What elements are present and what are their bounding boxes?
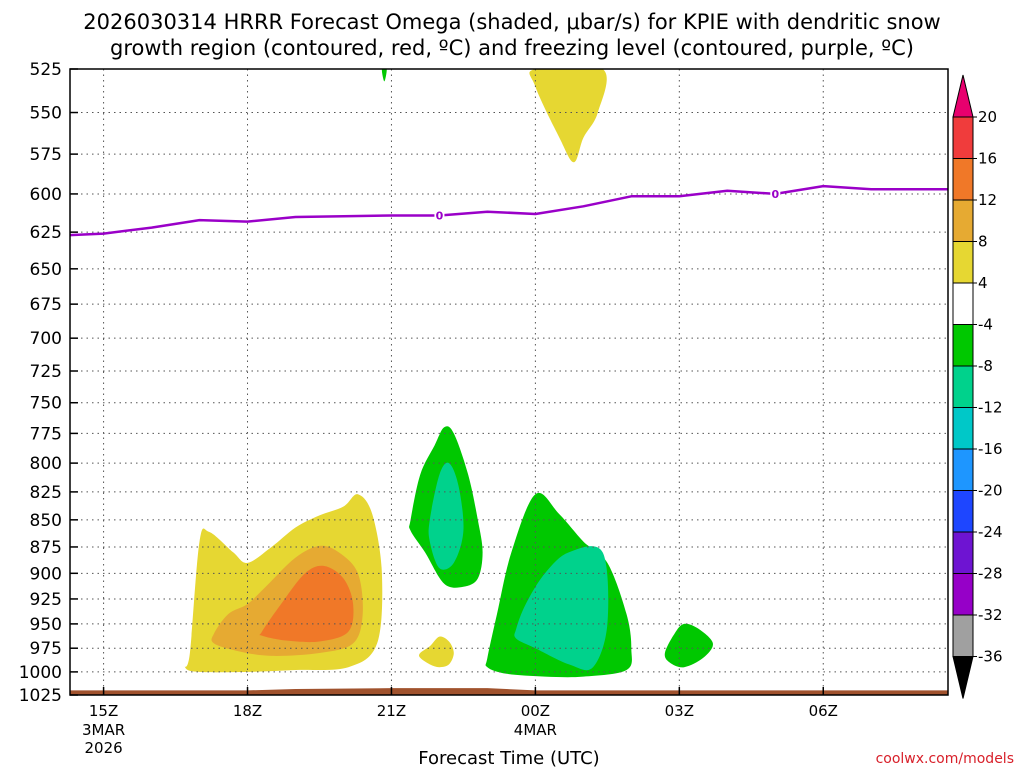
x-tick-label: 15Z bbox=[89, 702, 118, 720]
colorbar-label: 4 bbox=[978, 274, 988, 292]
colorbar-label: 12 bbox=[978, 191, 997, 209]
x-tick-label: 06Z bbox=[809, 702, 838, 720]
freezing-level-contour: 00 bbox=[69, 184, 948, 237]
colorbar-swatch bbox=[952, 116, 974, 159]
colorbar-label: -28 bbox=[978, 565, 1003, 583]
colorbar-swatch bbox=[952, 282, 974, 325]
colorbar-swatch bbox=[952, 407, 974, 450]
y-tick-label: 1000 bbox=[19, 663, 62, 683]
colorbar-label: -20 bbox=[978, 482, 1003, 500]
y-tick-label: 700 bbox=[30, 329, 62, 349]
x-tick-label: 00Z bbox=[521, 702, 550, 720]
plot-frame bbox=[69, 68, 949, 696]
colorbar-label: -8 bbox=[978, 357, 993, 375]
x-tick-label: 03Z bbox=[665, 702, 694, 720]
omega-region-downward-8-teal-center bbox=[514, 546, 609, 671]
y-tick-label: 1025 bbox=[19, 686, 62, 706]
omega-region-surface bbox=[70, 688, 948, 695]
colorbar-swatch bbox=[952, 365, 974, 408]
colorbar-swatch bbox=[952, 199, 974, 242]
y-tick-label: 575 bbox=[30, 145, 62, 165]
colorbar-swatch bbox=[952, 448, 974, 491]
y-tick-label: 800 bbox=[30, 454, 62, 474]
omega-region-upward-12-orange bbox=[259, 565, 354, 643]
freezing-level-line bbox=[69, 184, 948, 237]
x-tick-label: 21Z bbox=[377, 702, 406, 720]
y-tick-label: 600 bbox=[30, 185, 62, 205]
y-tick-label: 550 bbox=[30, 104, 62, 124]
x-tick-date-label: 2026 bbox=[84, 739, 122, 757]
y-tick-label: 900 bbox=[30, 564, 62, 584]
x-tick-date-label: 4MAR bbox=[514, 721, 557, 739]
freezing-level-label: 0 bbox=[771, 188, 779, 201]
y-tick-label: 750 bbox=[30, 394, 62, 414]
omega-region-upward-4-yellow-small bbox=[419, 636, 454, 668]
y-tick-label: 950 bbox=[30, 615, 62, 635]
colorbar-swatch bbox=[952, 531, 974, 574]
chart-title-line-1: 2026030314 HRRR Forecast Omega (shaded, … bbox=[83, 10, 940, 34]
y-tick-label: 975 bbox=[30, 639, 62, 659]
y-tick-label: 650 bbox=[30, 260, 62, 280]
x-axis-label: Forecast Time (UTC) bbox=[418, 748, 599, 768]
omega-region-downward-8-teal-left bbox=[428, 462, 464, 570]
colorbar-label: -4 bbox=[978, 316, 993, 334]
colorbar-swatch bbox=[952, 490, 974, 533]
colorbar-bottom-arrow bbox=[952, 656, 974, 699]
y-tick-label: 725 bbox=[30, 362, 62, 382]
omega-shaded-regions bbox=[70, 69, 948, 695]
colorbar-swatch bbox=[952, 573, 974, 616]
x-tick-date-label: 3MAR bbox=[82, 721, 125, 739]
colorbar-label: -12 bbox=[978, 399, 1003, 417]
colorbar-label: -24 bbox=[978, 523, 1003, 541]
y-tick-label: 775 bbox=[30, 424, 62, 444]
y-tick-label: 850 bbox=[30, 511, 62, 531]
colorbar-label: -16 bbox=[978, 440, 1003, 458]
colorbar-label: 8 bbox=[978, 233, 988, 251]
omega-region-downward-4-green-top bbox=[381, 69, 387, 82]
y-tick-label: 625 bbox=[30, 223, 62, 243]
y-tick-label: 525 bbox=[30, 60, 62, 80]
colorbar-label: 20 bbox=[978, 108, 997, 126]
y-axis: 525 550 575 600 625 650 675 700 725 750 775 800 825 8… bbox=[19, 60, 78, 706]
colorbar-top-arrow bbox=[952, 74, 974, 118]
y-tick-label: 825 bbox=[30, 483, 62, 503]
omega-region-downward-4-green-right bbox=[664, 623, 713, 668]
chart-title-line-2: growth region (contoured, red, ºC) and f… bbox=[110, 36, 914, 60]
x-tick-label: 18Z bbox=[233, 702, 262, 720]
watermark: coolwx.com/models bbox=[876, 751, 1014, 767]
colorbar-swatch bbox=[952, 241, 974, 284]
colorbar-swatch bbox=[952, 158, 974, 201]
colorbar-swatch bbox=[952, 614, 974, 657]
colorbar-label: -32 bbox=[978, 606, 1003, 624]
y-tick-label: 875 bbox=[30, 538, 62, 558]
colorbar-label: 16 bbox=[978, 150, 997, 168]
colorbar-swatch bbox=[952, 324, 974, 367]
colorbar-label: -36 bbox=[978, 648, 1003, 666]
omega-region-upward-4-yellow-upper bbox=[529, 69, 607, 163]
y-tick-label: 675 bbox=[30, 295, 62, 315]
colorbar: 20 16 12 8 4 -4 -8 -12 -16 -20 -24 -28 -32 -36 bbox=[952, 74, 1003, 699]
grid-lines bbox=[70, 69, 948, 695]
y-tick-label: 925 bbox=[30, 590, 62, 610]
freezing-level-label: 0 bbox=[436, 210, 444, 223]
